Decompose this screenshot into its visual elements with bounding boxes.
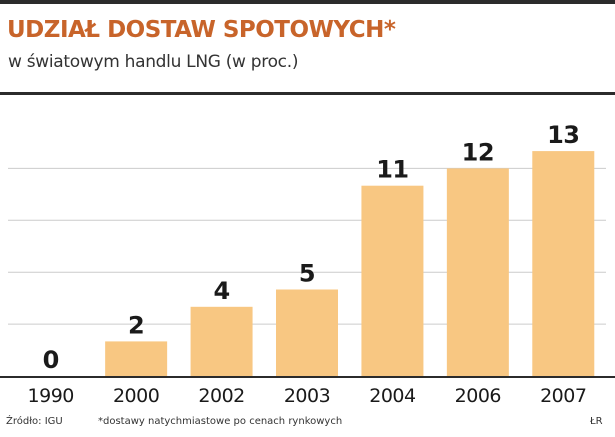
value-label: 11 [376, 156, 408, 184]
chart-title: UDZIAŁ DOSTAW SPOTOWYCH* [7, 17, 396, 43]
bar [190, 306, 253, 376]
author-credit: ŁR [590, 416, 603, 427]
x-tick-label: 2003 [284, 385, 330, 407]
bar [446, 168, 509, 376]
value-labels: 0 2 4 5 11 12 13 [43, 121, 580, 374]
x-tick-label: 2002 [198, 385, 244, 407]
top-rule [0, 0, 615, 4]
x-tick-labels: 1990 2000 2002 2003 2004 2006 2007 [28, 385, 587, 407]
x-tick-label: 2000 [113, 385, 159, 407]
value-label: 4 [213, 277, 229, 305]
bar [276, 289, 338, 376]
bar [105, 341, 168, 376]
header-separator [0, 92, 615, 95]
x-tick-label: 1990 [28, 385, 74, 407]
value-label: 13 [547, 121, 579, 149]
footnote: *dostawy natychmiastowe po cenach rynkow… [98, 416, 343, 427]
source-note: Źródło: IGU [6, 416, 63, 427]
x-tick-label: 2006 [455, 385, 501, 407]
value-label: 5 [299, 260, 315, 288]
bar [361, 185, 424, 376]
x-tick-label: 2007 [540, 385, 586, 407]
value-label: 0 [43, 346, 59, 374]
chart-subtitle: w światowym handlu LNG (w proc.) [8, 52, 299, 72]
value-label: 2 [128, 311, 144, 339]
bars [105, 151, 595, 376]
bar [532, 151, 595, 376]
value-label: 12 [462, 138, 494, 166]
x-tick-label: 2004 [369, 385, 416, 407]
